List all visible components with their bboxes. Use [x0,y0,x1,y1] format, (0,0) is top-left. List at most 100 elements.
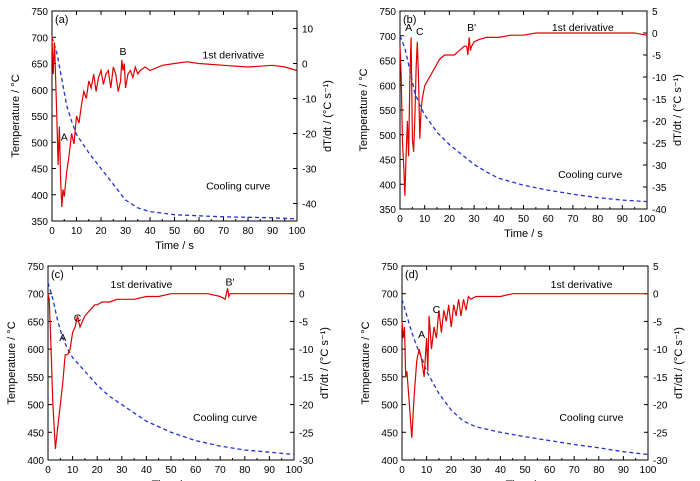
x-tick-label: 80 [592,214,604,225]
x-tick-label: 90 [267,226,279,237]
y-tick-label: 700 [381,290,398,301]
x-tick-label: 0 [397,214,403,225]
x-tick-label: 20 [446,465,458,476]
y-tick-label: 750 [379,7,396,18]
x-tick-label: 60 [190,465,202,476]
y2-tick-label: 5 [299,262,305,273]
y2-tick-label: -40 [652,205,667,216]
y2-tick-label: -10 [652,73,667,84]
x-axis-label: Time / s [504,228,543,240]
x-tick-label: 70 [215,465,227,476]
y-tick-label: 550 [379,106,396,117]
y-tick-label: 500 [31,138,48,149]
annotation: C [74,312,82,324]
x-tick-label: 10 [71,226,83,237]
x-tick-label: 50 [519,465,531,476]
x-tick-label: 30 [120,226,132,237]
y-tick-label: 650 [379,57,396,68]
annotation: C [416,26,424,38]
y-tick-label: 650 [381,317,398,328]
x-tick-label: 90 [617,214,629,225]
chart-panel-2: 0 10 20 30 40 50 60 70 80 90 100350400450500550600… [358,7,684,240]
x-tick-label: 20 [444,214,456,225]
x-axis-label: Time / s [152,479,191,481]
y-axis-label: Temperature / °C [360,321,372,404]
y2-tick-label: -10 [302,95,317,106]
y-tick-label: 700 [31,33,48,44]
cooling-curve-line [401,299,649,456]
y-tick-label: 450 [27,428,44,439]
y-tick-label: 350 [379,205,396,216]
y-tick-label: 650 [27,317,44,328]
y-tick-label: 750 [381,262,398,273]
annotation: C [433,304,441,316]
y-tick-label: 450 [381,428,398,439]
y-tick-label: 700 [379,32,396,43]
x-tick-label: 100 [289,226,306,237]
y-tick-label: 400 [27,456,44,467]
x-tick-label: 20 [92,465,104,476]
panel-label: (d) [405,269,418,281]
x-tick-label: 70 [218,226,230,237]
cooling-curve-line [399,35,648,203]
y-tick-label: 550 [381,373,398,384]
x-tick-label: 0 [399,465,405,476]
annotation: A [61,132,68,144]
y-tick-label: 450 [31,165,48,176]
x-tick-label: 0 [49,226,55,237]
annotation: A [418,329,425,341]
x-tick-label: 100 [639,214,656,225]
y-tick-label: 500 [379,131,396,142]
derivative-line [401,293,648,438]
y2-tick-label: -15 [653,373,668,384]
y-tick-label: 650 [31,60,48,71]
x-tick-label: 100 [286,465,303,476]
y2-tick-label: -25 [653,428,668,439]
annotation: Cooling curve [193,412,257,424]
annotation: 1st derivative [111,279,173,291]
y2-axis-label: dT/dt / (°C s⁻¹) [673,327,685,399]
y-tick-label: 500 [27,401,44,412]
y-tick-label: 600 [27,345,44,356]
annotation: Cooling curve [206,181,270,193]
x-tick-label: 30 [116,465,128,476]
plot-frame [401,265,649,461]
y2-tick-label: -5 [652,51,661,62]
x-axis-label: Time / s [506,479,545,481]
annotation: Cooling curve [558,169,622,181]
x-tick-label: 50 [165,465,177,476]
y-tick-label: 400 [381,456,398,467]
derivative-line [51,35,298,208]
annotation: 1st derivative [202,49,264,61]
y2-tick-label: 0 [299,290,305,301]
x-tick-label: 10 [67,465,79,476]
annotation: B' [467,22,476,34]
y2-tick-label: 0 [302,60,308,71]
y2-tick-label: 5 [653,262,659,273]
chart-panel-4: 0 10 20 30 40 50 60 70 80 90 100400450500550600650… [360,262,685,481]
x-tick-label: 30 [470,465,482,476]
annotation: 1st derivative [551,279,613,291]
annotation: 1st derivative [552,22,614,34]
derivative-line [399,32,648,196]
panel-label: (b) [403,14,416,26]
y2-tick-label: -30 [652,161,667,172]
annotation: A [59,332,66,344]
y2-tick-label: -40 [302,200,317,211]
y2-tick-label: -20 [302,130,317,141]
y-tick-label: 600 [381,345,398,356]
annotation: A [405,22,412,34]
y2-tick-label: 0 [653,290,659,301]
y2-tick-label: -30 [653,456,668,467]
y-axis-label: Temperature / °C [10,74,22,157]
y2-tick-label: -20 [652,117,667,128]
x-tick-label: 40 [495,465,507,476]
y2-tick-label: -10 [653,345,668,356]
y2-tick-label: -20 [653,401,668,412]
y-tick-label: 400 [379,180,396,191]
y-tick-label: 600 [31,86,48,97]
y2-tick-label: -15 [652,95,667,106]
y2-tick-label: 5 [652,7,658,18]
y2-axis-label: dT/dt / (°C s⁻¹) [322,80,334,152]
